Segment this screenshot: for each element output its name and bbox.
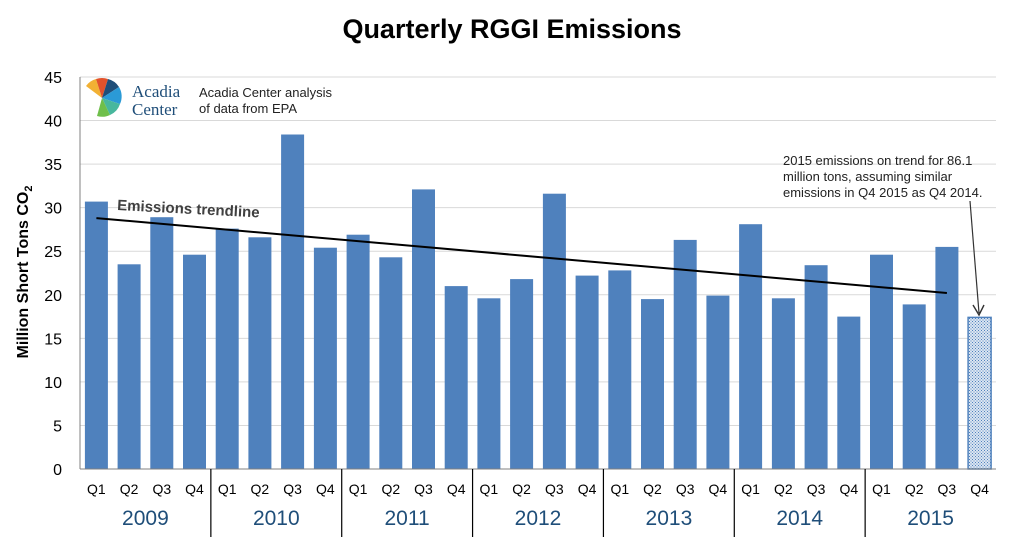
logo-name-line1: Acadia xyxy=(132,82,181,101)
logo-petal-teal xyxy=(102,98,120,115)
annotation-line1: 2015 emissions on trend for 86.1 xyxy=(783,153,972,168)
y-tick-label: 5 xyxy=(53,418,62,435)
bar xyxy=(281,134,305,469)
y-tick-label: 35 xyxy=(44,157,62,174)
logo-petal-navy xyxy=(102,79,119,98)
year-label: 2011 xyxy=(385,507,430,530)
quarter-label: Q1 xyxy=(349,481,368,497)
bar-projected xyxy=(967,316,992,470)
year-label: 2010 xyxy=(253,507,300,530)
annotation-line2: million tons, assuming similar xyxy=(783,169,953,184)
quarter-label: Q3 xyxy=(545,481,564,497)
bar xyxy=(84,201,108,469)
bar xyxy=(379,257,403,469)
y-tick-label: 45 xyxy=(44,70,62,87)
quarter-label: Q2 xyxy=(251,481,270,497)
x-axis: Q1 Q2 Q3 Q4 Q1 Q2 Q3 Q4 Q1 Q2 Q3 Q4 Q1 Q2 Q3 Q4 Q1 Q2 Q3 Q4… xyxy=(79,77,996,537)
bars-group xyxy=(84,134,992,470)
quarter-label: Q4 xyxy=(185,481,204,497)
annotation-arrow-head xyxy=(972,304,985,317)
quarter-label: Q4 xyxy=(839,481,858,497)
bar xyxy=(739,224,763,469)
y-tick-label: 0 xyxy=(53,462,62,479)
bar xyxy=(608,270,632,469)
acadia-logo: Acadia Center xyxy=(86,77,181,119)
bar xyxy=(248,237,272,469)
bar xyxy=(706,295,730,469)
quarter-label: Q4 xyxy=(578,481,597,497)
emissions-trendline xyxy=(96,217,947,294)
bar xyxy=(117,264,141,469)
quarter-label: Q2 xyxy=(905,481,924,497)
quarter-label: Q2 xyxy=(512,481,531,497)
quarter-label: Q1 xyxy=(741,481,760,497)
bar xyxy=(902,304,926,469)
quarter-label: Q3 xyxy=(152,481,171,497)
quarter-label: Q2 xyxy=(643,481,662,497)
quarter-label: Q4 xyxy=(709,481,728,497)
bar xyxy=(935,246,959,469)
quarter-label: Q2 xyxy=(774,481,793,497)
quarter-label: Q4 xyxy=(316,481,335,497)
quarter-label: Q4 xyxy=(970,481,989,497)
logo-name-line2: Center xyxy=(132,100,178,119)
chart-title: Quarterly RGGI Emissions xyxy=(342,14,682,44)
quarter-label: Q3 xyxy=(283,481,302,497)
bar xyxy=(150,217,174,469)
quarter-label: Q2 xyxy=(120,481,139,497)
bar xyxy=(313,247,337,469)
quarter-label: Q3 xyxy=(807,481,826,497)
year-label: 2013 xyxy=(646,507,693,530)
source-text-line1: Acadia Center analysis xyxy=(199,85,332,100)
bar xyxy=(804,265,828,469)
bar xyxy=(542,193,566,469)
quarter-label: Q1 xyxy=(480,481,499,497)
logo-petal-yellow xyxy=(86,79,102,98)
y-tick-label: 15 xyxy=(44,331,62,348)
year-label: 2012 xyxy=(515,507,562,530)
quarter-label: Q2 xyxy=(381,481,400,497)
bar xyxy=(412,189,435,469)
logo-petal-red xyxy=(96,77,108,98)
quarter-label: Q1 xyxy=(872,481,891,497)
y-axis-label: Million Short Tons CO2 xyxy=(15,186,35,359)
logo-petal-blue xyxy=(102,87,122,104)
y-tick-label: 40 xyxy=(44,114,62,131)
quarter-label: Q1 xyxy=(218,481,237,497)
quarter-label: Q3 xyxy=(414,481,433,497)
quarter-label: Q3 xyxy=(938,481,957,497)
bar xyxy=(477,298,501,469)
bar xyxy=(183,254,206,469)
bar xyxy=(673,239,697,469)
year-label: 2009 xyxy=(122,507,169,530)
quarter-label: Q1 xyxy=(87,481,106,497)
bar xyxy=(215,228,239,469)
bar xyxy=(444,286,468,469)
quarter-label: Q3 xyxy=(676,481,695,497)
trendline-label: Emissions trendline xyxy=(117,197,260,221)
y-tick-label: 25 xyxy=(44,244,62,261)
bar xyxy=(575,275,599,469)
logo-petal-green xyxy=(97,98,110,117)
bar xyxy=(837,316,861,469)
bar xyxy=(771,298,795,469)
y-tick-label: 20 xyxy=(44,288,62,305)
bar xyxy=(510,279,534,469)
source-text-line2: of data from EPA xyxy=(199,101,297,116)
y-axis-ticks: 0 5 10 15 20 25 30 35 40 45 xyxy=(44,70,62,479)
year-label: 2014 xyxy=(776,507,823,530)
annotation-line3: emissions in Q4 2015 as Q4 2014. xyxy=(783,185,982,200)
bar xyxy=(870,254,893,469)
quarter-label: Q1 xyxy=(610,481,629,497)
bar xyxy=(641,299,664,469)
quarter-label: Q4 xyxy=(447,481,466,497)
bar xyxy=(346,234,370,469)
year-label: 2015 xyxy=(907,507,954,530)
y-tick-label: 10 xyxy=(44,375,62,392)
y-tick-label: 30 xyxy=(44,201,62,218)
annotation-arrow-shaft xyxy=(969,200,980,314)
